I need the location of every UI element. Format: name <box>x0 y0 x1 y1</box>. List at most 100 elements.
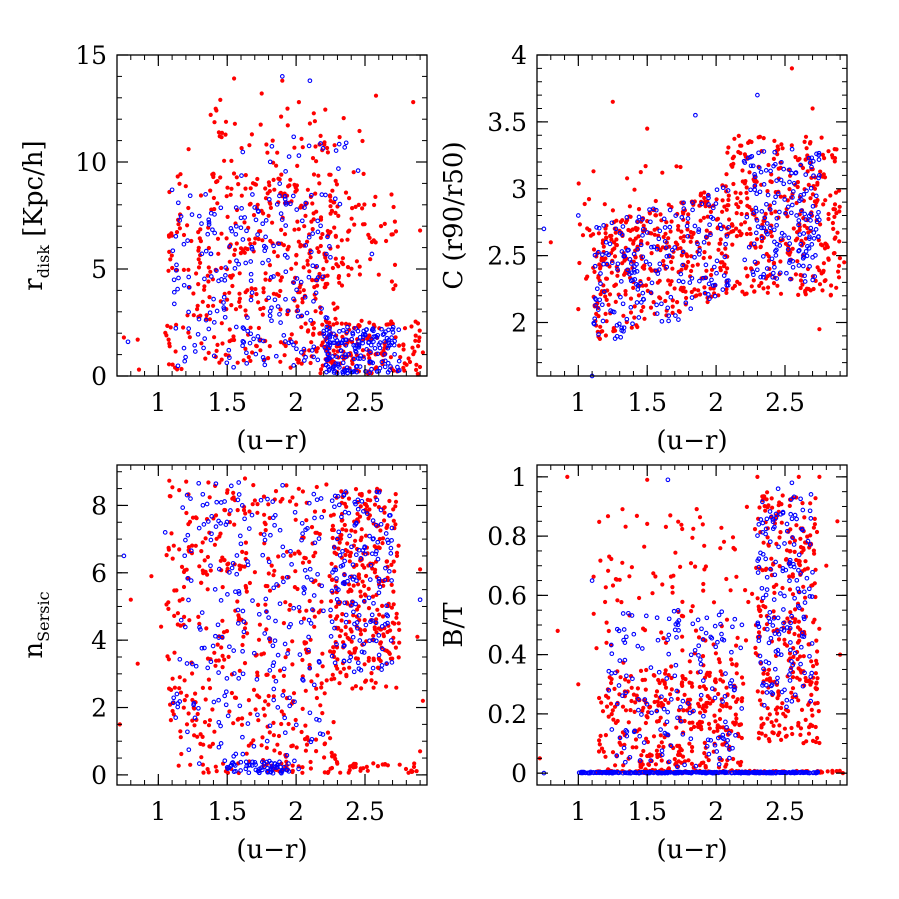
point-blue <box>367 638 372 644</box>
point-red <box>692 287 697 292</box>
point-red <box>308 255 313 260</box>
point-red <box>733 712 738 717</box>
point-red <box>771 261 777 266</box>
point-blue <box>207 310 213 316</box>
point-red <box>653 693 659 698</box>
point-red <box>790 731 795 737</box>
point-red <box>755 596 760 601</box>
point-red <box>170 362 175 367</box>
point-red <box>332 143 337 148</box>
point-red <box>246 698 251 703</box>
point-blue <box>343 354 349 360</box>
point-red <box>177 226 182 231</box>
point-blue <box>809 242 815 247</box>
point-red <box>604 319 609 324</box>
point-red <box>775 283 780 288</box>
point-red <box>393 283 398 288</box>
point-red <box>794 675 800 680</box>
point-red <box>223 119 229 124</box>
point-blue <box>599 302 605 308</box>
point-blue <box>266 615 271 620</box>
point-red <box>629 698 634 704</box>
point-red <box>184 693 189 698</box>
point-red <box>806 679 811 684</box>
point-red <box>813 701 818 706</box>
point-red <box>202 720 208 725</box>
point-blue <box>283 200 289 205</box>
point-red <box>773 707 779 712</box>
point-blue <box>186 274 192 280</box>
point-blue <box>808 218 813 223</box>
point-red <box>623 220 629 225</box>
point-red <box>749 284 754 289</box>
point-red <box>795 259 800 264</box>
point-red <box>397 343 402 348</box>
point-red <box>726 197 731 203</box>
point-red <box>718 265 723 270</box>
point-red <box>354 259 359 264</box>
point-red <box>796 666 801 671</box>
point-red <box>413 338 418 343</box>
point-red <box>659 740 664 745</box>
point-blue <box>354 620 360 625</box>
point-blue <box>709 277 714 283</box>
point-blue <box>615 261 621 267</box>
y-tick-label: 3.5 <box>487 108 527 137</box>
point-blue <box>351 356 357 362</box>
point-blue <box>279 217 285 222</box>
point-red <box>231 721 236 726</box>
point-red <box>234 241 239 246</box>
point-red <box>832 156 838 161</box>
point-blue <box>701 239 707 245</box>
point-red <box>233 695 239 701</box>
point-blue <box>223 273 228 278</box>
point-red <box>805 226 810 231</box>
point-blue <box>649 280 655 286</box>
point-blue <box>669 247 675 253</box>
y-tick-label: 2.5 <box>487 242 527 271</box>
point-red <box>256 602 261 608</box>
point-blue <box>273 678 279 684</box>
point-blue <box>601 261 606 267</box>
point-blue <box>638 300 644 305</box>
point-red <box>206 265 211 270</box>
point-red <box>708 286 713 291</box>
point-red <box>392 219 397 224</box>
point-red <box>740 179 745 184</box>
point-blue <box>287 703 293 709</box>
point-blue <box>315 571 320 577</box>
point-red <box>159 624 164 629</box>
point-red <box>328 766 333 771</box>
point-red <box>654 748 660 753</box>
point-blue <box>783 210 788 216</box>
point-red <box>613 299 618 304</box>
point-red <box>267 730 272 735</box>
point-blue <box>342 600 348 606</box>
point-red <box>599 700 604 705</box>
point-blue <box>621 254 627 259</box>
point-red <box>305 239 310 244</box>
point-red <box>711 600 717 605</box>
point-red <box>697 684 702 690</box>
point-red <box>208 269 213 274</box>
point-red <box>803 134 809 139</box>
point-red <box>721 264 727 269</box>
point-red <box>720 703 725 708</box>
point-blue <box>371 339 376 344</box>
point-red <box>292 227 297 232</box>
point-blue <box>216 278 221 284</box>
point-red <box>629 685 634 690</box>
point-blue <box>597 297 603 303</box>
point-blue <box>659 748 665 754</box>
point-red <box>295 163 300 168</box>
point-red <box>339 489 344 494</box>
point-red <box>611 240 617 245</box>
point-red <box>591 247 597 252</box>
point-red <box>730 242 735 247</box>
point-red <box>637 595 642 601</box>
point-red <box>226 654 231 660</box>
point-blue <box>396 358 402 364</box>
point-blue <box>609 220 615 226</box>
point-red <box>339 260 344 265</box>
point-blue <box>294 346 299 352</box>
